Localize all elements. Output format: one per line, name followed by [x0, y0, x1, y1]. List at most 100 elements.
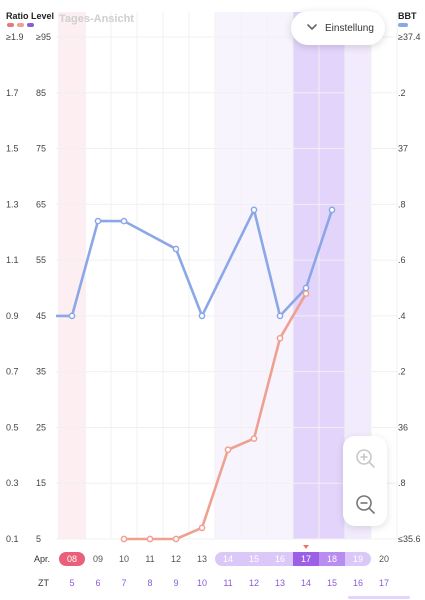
cycle-day-label: 6 [95, 578, 100, 588]
highlight-bands [58, 12, 371, 539]
cycle-day-label: 8 [147, 578, 152, 588]
left-level-tick: 85 [36, 88, 46, 98]
bbt-legend-swatches [398, 23, 408, 27]
series-point-1[interactable] [146, 535, 154, 543]
selected-date-pill[interactable] [293, 552, 319, 566]
date-label[interactable]: 12 [171, 554, 181, 564]
cycle-day-label: 9 [173, 578, 178, 588]
x-axis[interactable]: Apr. ZT 08 09 10 11 12 13 14 15 16 17 18 19 20 5 6 7 8 9 10 1… [34, 545, 410, 599]
series-point-1[interactable] [302, 290, 310, 297]
left-ratio-tick: 1.1 [6, 255, 19, 265]
right-bbt-tick: .6 [398, 255, 406, 265]
series-point-1[interactable] [224, 446, 232, 454]
right-bbt-tick: .2 [398, 88, 406, 98]
date-label[interactable]: 16 [275, 554, 285, 564]
date-label[interactable]: 19 [353, 554, 363, 564]
series-point-0[interactable] [94, 217, 102, 225]
series-point-0[interactable] [198, 312, 206, 320]
series-point-1[interactable] [172, 535, 180, 543]
cycle-day-label: 10 [197, 578, 207, 588]
left-level-tick: 25 [36, 422, 46, 432]
view-tab-title[interactable]: Tages-Ansicht [59, 13, 134, 25]
left-ratio-tick: 0.9 [6, 311, 19, 321]
series-point-0[interactable] [276, 312, 284, 320]
cycle-day-label: 17 [379, 578, 389, 588]
cycle-day-label: 13 [275, 578, 285, 588]
legend-swatch-salmon [17, 23, 24, 27]
date-label[interactable]: 09 [93, 554, 103, 564]
date-label[interactable]: 20 [379, 554, 389, 564]
period-band [58, 12, 86, 539]
date-label[interactable]: 15 [249, 554, 259, 564]
left-ratio-tick: 0.3 [6, 478, 19, 488]
date-label[interactable]: 17 [301, 554, 311, 564]
left-level-tick: 5 [36, 534, 41, 544]
series-point-1[interactable] [276, 334, 284, 342]
series-point-0[interactable] [120, 217, 128, 225]
left-level-tick: 55 [36, 255, 46, 265]
left-level-tick: 35 [36, 367, 46, 377]
right-bbt-tick: ≤35.6 [398, 534, 420, 544]
left-ratio-tick: 0.5 [6, 422, 19, 432]
gridlines [56, 12, 398, 540]
series-point-0[interactable] [172, 245, 180, 253]
series-point-1[interactable] [120, 535, 128, 543]
left-level-tick: ≥95 [36, 32, 51, 42]
date-label[interactable]: 08 [67, 554, 77, 564]
settings-button[interactable]: Einstellung [291, 11, 385, 45]
series-point-0[interactable] [250, 206, 258, 214]
series-lines [56, 206, 336, 543]
selected-date-marker [303, 545, 309, 549]
left-ratio-tick: 1.3 [6, 199, 19, 209]
zoom-in-icon[interactable] [353, 446, 377, 470]
chevron-down-icon [299, 22, 325, 34]
date-label[interactable]: 14 [223, 554, 233, 564]
left-level-tick: 45 [36, 311, 46, 321]
right-bbt-tick: .2 [398, 367, 406, 377]
series-point-1[interactable] [198, 524, 206, 532]
date-label[interactable]: 11 [145, 554, 154, 564]
cycle-day-label: 16 [353, 578, 363, 588]
date-label[interactable]: 13 [197, 554, 207, 564]
left-ratio-tick: 1.7 [6, 88, 19, 98]
right-bbt-tick: ≥37.4 [398, 32, 420, 42]
left-ratio-tick: 0.1 [6, 534, 19, 544]
zoom-out-icon[interactable] [353, 492, 377, 516]
left-level-tick: 75 [36, 144, 46, 154]
cycle-day-row-prefix: ZT [38, 578, 49, 588]
legend-swatch-purple [27, 23, 34, 27]
series-point-0[interactable] [328, 206, 336, 214]
cycle-day-label: 15 [327, 578, 337, 588]
date-label[interactable]: 10 [119, 554, 129, 564]
right-bbt-tick: .8 [398, 199, 406, 209]
left-ratio-tick: 0.7 [6, 367, 19, 377]
period-date-pill [59, 552, 85, 566]
ratio-level-legend-swatches [7, 23, 34, 27]
ratio-level-legend-title: Ratio Level [6, 11, 55, 21]
series-point-0[interactable] [302, 284, 310, 292]
cycle-day-label: 11 [223, 578, 232, 588]
bbt-legend-title: BBT [398, 11, 417, 21]
series-point-0[interactable] [68, 312, 76, 320]
cycle-day-label: 5 [69, 578, 74, 588]
left-ratio-tick: ≥1.9 [6, 32, 23, 42]
right-bbt-tick: 36 [398, 422, 408, 432]
fertile-band [215, 12, 293, 539]
date-row-prefix: Apr. [34, 554, 50, 564]
series-line-0 [56, 208, 334, 318]
left-ratio-tick: 1.5 [6, 144, 19, 154]
left-level-tick: 15 [36, 478, 46, 488]
left-level-tick: 65 [36, 199, 46, 209]
date-label[interactable]: 18 [327, 554, 337, 564]
series-line-1 [124, 292, 308, 541]
cycle-day-label: 14 [301, 578, 311, 588]
series-point-1[interactable] [250, 435, 258, 442]
right-bbt-tick: 37 [398, 144, 408, 154]
scroll-indicator[interactable] [348, 596, 410, 599]
zoom-controls [343, 436, 387, 526]
right-bbt-tick: .4 [398, 311, 406, 321]
cycle-day-label: 12 [249, 578, 259, 588]
legend-swatch-blue [398, 23, 408, 27]
